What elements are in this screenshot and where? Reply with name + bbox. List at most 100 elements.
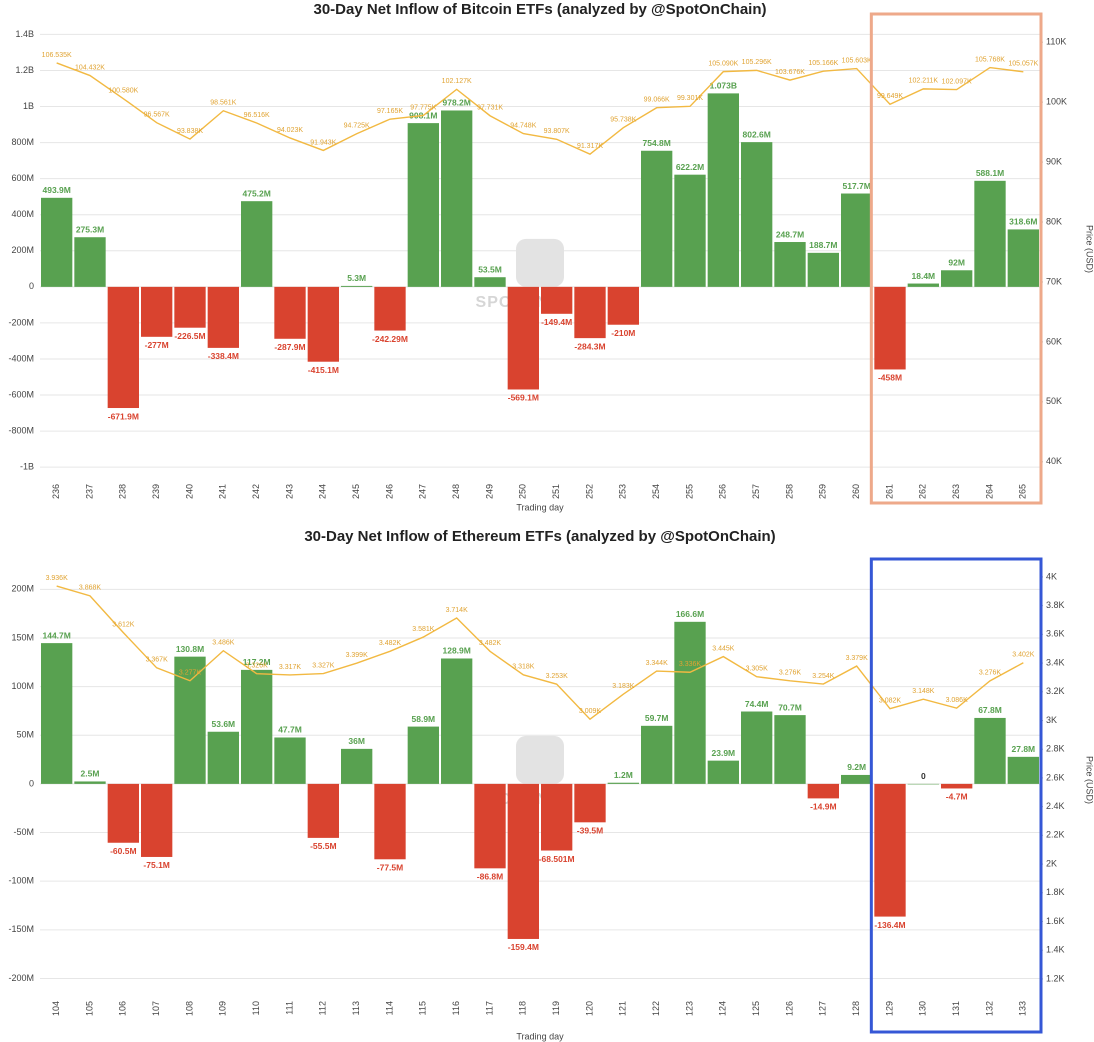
x-tick-label: 254 [651,484,661,499]
price-label: 3.445K [712,645,735,652]
x-tick-label: 264 [984,484,994,499]
bar [374,783,406,860]
bar-value-label: -338.4M [208,351,239,361]
bar-value-label: 188.7M [809,240,837,250]
bar-value-label: -159.4M [508,942,539,952]
price-label: 102.097K [942,78,972,85]
y2-tick-label: 2.4K [1046,801,1065,811]
bar-value-label: 130.8M [176,644,204,654]
x-tick-label: 240 [184,484,194,499]
bar-value-label: 1.2M [614,770,633,780]
bar [807,252,839,287]
price-label: 3.327K [312,662,335,669]
bar [207,286,239,348]
bar-value-label: 622.2M [676,162,704,172]
y-tick-label: 50M [16,730,34,740]
bar [1007,756,1039,784]
bar [907,783,939,785]
y-tick-label: 150M [11,632,34,642]
bar-value-label: 754.8M [642,138,670,148]
x-tick-label: 261 [884,484,894,499]
watermark-icon [516,238,564,287]
price-label: 104.432K [75,64,105,71]
bar [941,270,973,287]
price-label: 3.482K [479,640,502,647]
y-tick-label: 1B [23,101,34,111]
price-line [56,62,1024,155]
bar-value-label: -77.5M [377,863,403,873]
bar-value-label: -226.5M [174,331,205,341]
bar-value-label: 0 [921,771,926,781]
bar [741,142,773,287]
bar [174,286,206,328]
x-tick-label: 127 [818,1001,828,1016]
x-tick-label: 131 [951,1001,961,1016]
bar-value-label: -458M [878,373,902,383]
y2-axis-title: Price (USD) [1085,756,1094,804]
price-label: 94.725K [344,123,370,130]
y2-tick-label: 3.6K [1046,629,1065,639]
x-tick-label: 237 [84,484,94,499]
watermark-icon [516,735,564,784]
bar [241,669,273,784]
y2-tick-label: 100K [1046,97,1067,107]
x-tick-label: 255 [684,484,694,499]
x-tick-label: 262 [918,484,928,499]
x-tick-label: 253 [618,484,628,499]
bar [707,93,739,287]
x-tick-label: 125 [751,1001,761,1016]
x-tick-label: 122 [651,1001,661,1016]
y-tick-label: 1.4B [15,29,34,39]
x-tick-label: 259 [818,484,828,499]
y2-tick-label: 3K [1046,715,1057,725]
price-label: 93.838K [177,128,203,135]
price-label: 102.127K [442,78,472,85]
bar-value-label: 70.7M [778,702,802,712]
price-label: 93.807K [544,128,570,135]
bar [874,286,906,370]
x-tick-label: 257 [751,484,761,499]
bar-value-label: 248.7M [776,229,804,239]
y2-tick-label: 4K [1046,571,1057,581]
bar [874,783,906,917]
bar [574,783,606,823]
bar [107,286,139,409]
y-tick-label: 800M [11,137,34,147]
bar [1007,229,1039,287]
price-label: 3.183K [612,683,635,690]
x-tick-label: 107 [151,1001,161,1016]
bar-value-label: 517.7M [842,181,870,191]
y2-tick-label: 3.8K [1046,600,1065,610]
x-tick-label: 128 [851,1001,861,1016]
x-tick-label: 258 [784,484,794,499]
y-tick-label: 200M [11,245,34,255]
bar-value-label: 275.3M [76,224,104,234]
y-tick-label: -50M [13,827,34,837]
bar-value-label: 59.7M [645,713,669,723]
price-label: 105.090K [708,60,738,67]
y2-tick-label: 90K [1046,156,1062,166]
x-tick-label: 115 [418,1001,428,1015]
bar [774,242,806,287]
bar [841,193,873,287]
bar [707,760,739,784]
price-label: 3.714K [446,607,469,614]
bar [674,174,706,287]
x-tick-label: 120 [584,1001,594,1016]
y-tick-label: 100M [11,681,34,691]
x-tick-label: 260 [851,484,861,499]
bar-value-label: -287.9M [274,342,305,352]
x-tick-label: 110 [251,1001,261,1015]
x-tick-label: 248 [451,484,461,499]
bar [574,286,606,339]
x-tick-label: 241 [218,484,228,499]
bar-value-label: -671.9M [108,411,139,421]
bar [507,783,539,939]
x-tick-label: 238 [118,484,128,499]
price-label: 105.057K [1008,61,1038,68]
x-tick-label: 126 [784,1001,794,1016]
price-label: 102.211K [909,78,939,85]
bar [974,717,1006,784]
bar [307,286,339,362]
bar [407,123,439,287]
